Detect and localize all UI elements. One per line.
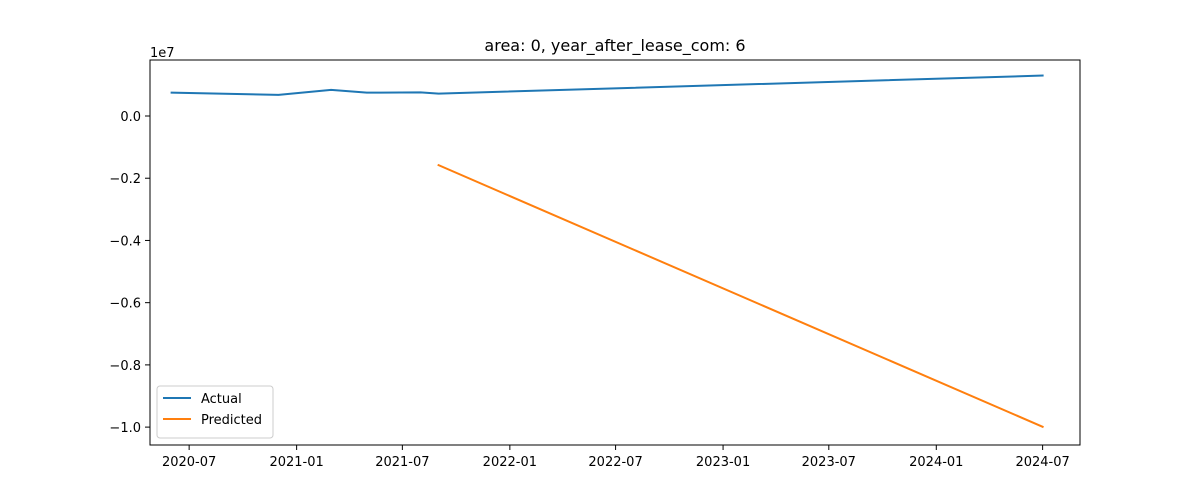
x-axis: 2020-07 2021-01 2021-07 2022-01 2022-07 2023-… [162,445,1070,470]
y-tick-label: −0.4 [109,234,141,249]
axes-frame [149,59,1081,446]
plot-area [170,74,1044,429]
legend: Actual Predicted [156,385,274,439]
x-tick-label: 2024-01 [909,455,963,470]
x-tick-label: 2021-07 [375,455,429,470]
legend-label-predicted: Predicted [201,413,262,428]
x-tick-label: 2022-07 [588,455,642,470]
series-line-predicted [437,163,1044,429]
legend-label-actual: Actual [201,392,242,407]
chart-title: area: 0, year_after_lease_com: 6 [484,36,745,56]
x-tick-label: 2023-01 [696,455,750,470]
y-tick-label: −0.8 [109,359,141,374]
y-tick-label: 0.0 [120,110,141,125]
y-tick-label: −0.2 [109,172,141,187]
y-axis-offset-text: 1e7 [150,46,175,61]
x-tick-label: 2022-01 [483,455,537,470]
x-tick-label: 2021-01 [269,455,323,470]
y-tick-label: −0.6 [109,297,141,312]
x-tick-label: 2024-07 [1015,455,1069,470]
x-tick-label: 2020-07 [162,455,216,470]
y-axis: 0.0 −0.2 −0.4 −0.6 −0.8 −1.0 [109,110,150,436]
series-line-actual [170,74,1044,96]
x-tick-label: 2023-07 [802,455,856,470]
y-tick-label: −1.0 [109,421,141,436]
